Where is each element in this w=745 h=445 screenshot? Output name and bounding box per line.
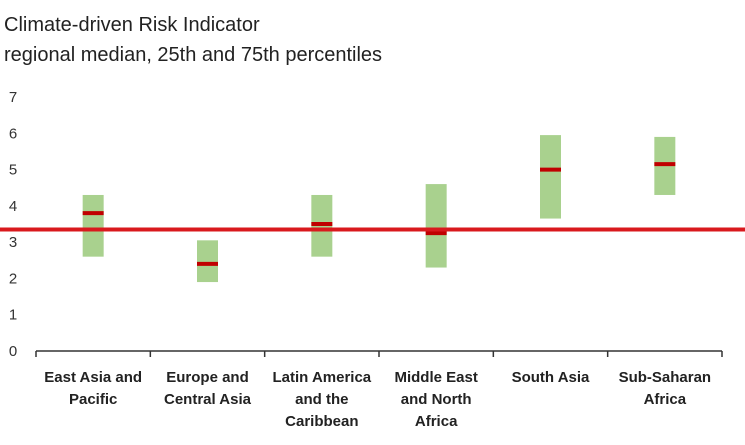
category-label: East Asia and [44,369,142,386]
category-label: Europe and [166,369,249,386]
percentile-box [540,135,561,219]
y-tick-label: 5 [9,162,17,179]
y-tick-label: 1 [9,307,17,324]
x-axis-category-labels: East Asia and Pacific Europe and Central As… [44,369,711,430]
category-label: Central Asia [164,391,252,408]
x-axis [35,350,723,357]
y-tick-label: 3 [9,234,17,251]
percentile-box [82,194,104,257]
percentile-box [197,240,218,283]
category-label: Africa [415,413,458,430]
category-label: Pacific [69,391,117,408]
y-tick-label: 0 [9,343,17,360]
y-tick-label: 2 [9,270,17,287]
category-label: and the [295,391,348,408]
chart-title-block: Climate-driven Risk Indicator regional m… [4,10,382,70]
category-label: South Asia [512,369,590,386]
y-axis-ticks: 0 1 2 3 4 5 6 7 [9,89,17,360]
y-tick-label: 4 [9,198,17,215]
category-label: Middle East [394,369,477,386]
category-label: Caribbean [285,413,358,430]
chart-subtitle: regional median, 25th and 75th percentil… [4,44,383,66]
y-tick-label: 6 [9,125,17,142]
percentile-box [425,184,447,268]
category-label: Africa [644,391,687,408]
category-label: Sub-Saharan [619,369,712,386]
category-label: Latin America [273,369,372,386]
y-tick-label: 7 [9,89,17,106]
category-label: and North [401,391,472,408]
box-series [82,135,676,283]
chart-title: Climate-driven Risk Indicator [4,14,260,36]
